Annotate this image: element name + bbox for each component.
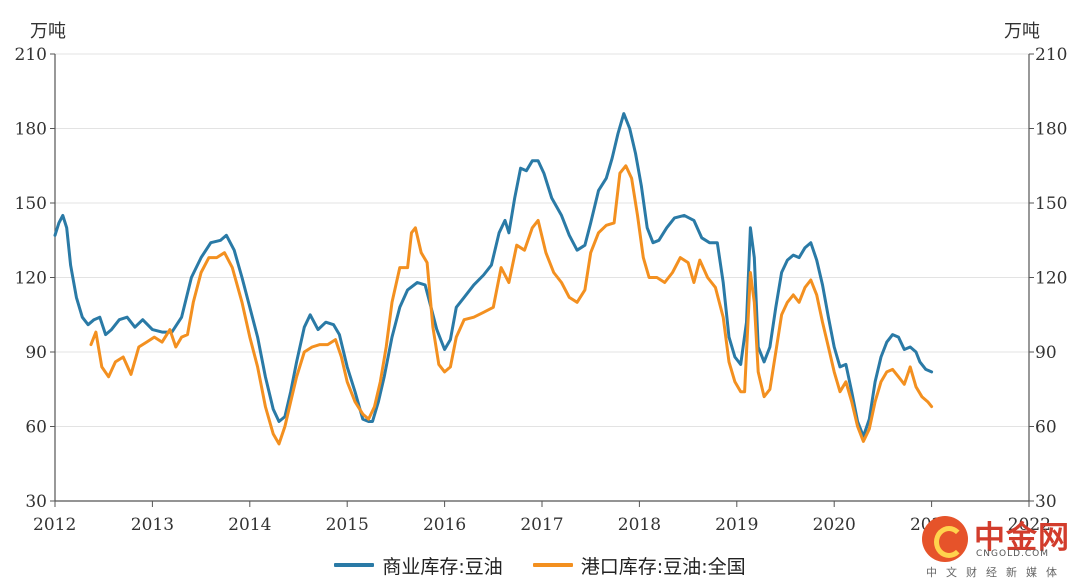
series-lines [53, 112, 934, 446]
y-axis-left-unit: 万吨 [30, 21, 66, 42]
x-tick-label: 2012 [33, 515, 76, 535]
y-tick-label-left: 150 [15, 194, 47, 214]
x-tick-label: 2022 [1008, 515, 1051, 535]
x-tick-label: 2017 [520, 515, 563, 535]
watermark: 中金网 CNGOLD.COM 中文财经新媒体 [920, 514, 1070, 584]
series-line-commercial [53, 112, 934, 438]
x-tick-label: 2018 [618, 515, 661, 535]
y-tick-label-right: 60 [1035, 418, 1057, 438]
x-tick-label: 2015 [326, 515, 369, 535]
legend: 商业库存:豆油 港口库存:豆油:全国 [0, 549, 1080, 581]
watermark-domain: CNGOLD.COM [976, 549, 1050, 559]
x-tick-label: 2014 [228, 515, 271, 535]
y-tick-label-left: 90 [25, 343, 47, 363]
legend-item-port[interactable]: 港口库存:豆油:全国 [532, 552, 746, 579]
y-tick-label-right: 30 [1035, 492, 1057, 512]
y-tick-label-right: 120 [1035, 269, 1067, 289]
series-line-port [89, 164, 934, 446]
legend-item-commercial[interactable]: 商业库存:豆油 [334, 552, 503, 579]
y-tick-label-right: 210 [1035, 45, 1067, 65]
legend-swatch-port [532, 563, 573, 567]
legend-label-port: 港口库存:豆油:全国 [580, 555, 746, 578]
y-tick-label-right: 90 [1035, 343, 1057, 363]
x-tick-label: 2013 [131, 515, 174, 535]
x-tick-label: 2016 [423, 515, 466, 535]
y-axis-right-ticks: 30 60 90 120 150 180 210 [1029, 45, 1067, 512]
y-axis-left-ticks: 30 60 90 120 150 180 210 [15, 45, 55, 512]
y-tick-label-left: 120 [15, 269, 47, 289]
y-tick-label-right: 150 [1035, 194, 1067, 214]
x-tick-label: 2019 [715, 515, 758, 535]
y-tick-label-left: 30 [25, 492, 47, 512]
y-tick-label-left: 60 [25, 418, 47, 438]
watermark-slogan: 中文财经新媒体 [926, 566, 1066, 579]
watermark-brand: 中金网 [974, 520, 1070, 556]
y-tick-label-left: 210 [15, 45, 47, 65]
y-tick-label-right: 180 [1035, 120, 1067, 140]
x-tick-label: 2020 [813, 515, 856, 535]
legend-label-commercial: 商业库存:豆油 [382, 555, 503, 578]
y-tick-label-left: 180 [15, 120, 47, 140]
chart-svg: 30 60 90 120 150 180 210 30 60 90 120 150 180 210 20… [15, 21, 1068, 535]
x-axis-ticks: 2012201320142015201620172018201920202021… [33, 501, 1051, 535]
cngold-logo-icon [922, 516, 968, 562]
y-axis-right-unit: 万吨 [1004, 21, 1040, 42]
legend-swatch-commercial [334, 563, 375, 567]
